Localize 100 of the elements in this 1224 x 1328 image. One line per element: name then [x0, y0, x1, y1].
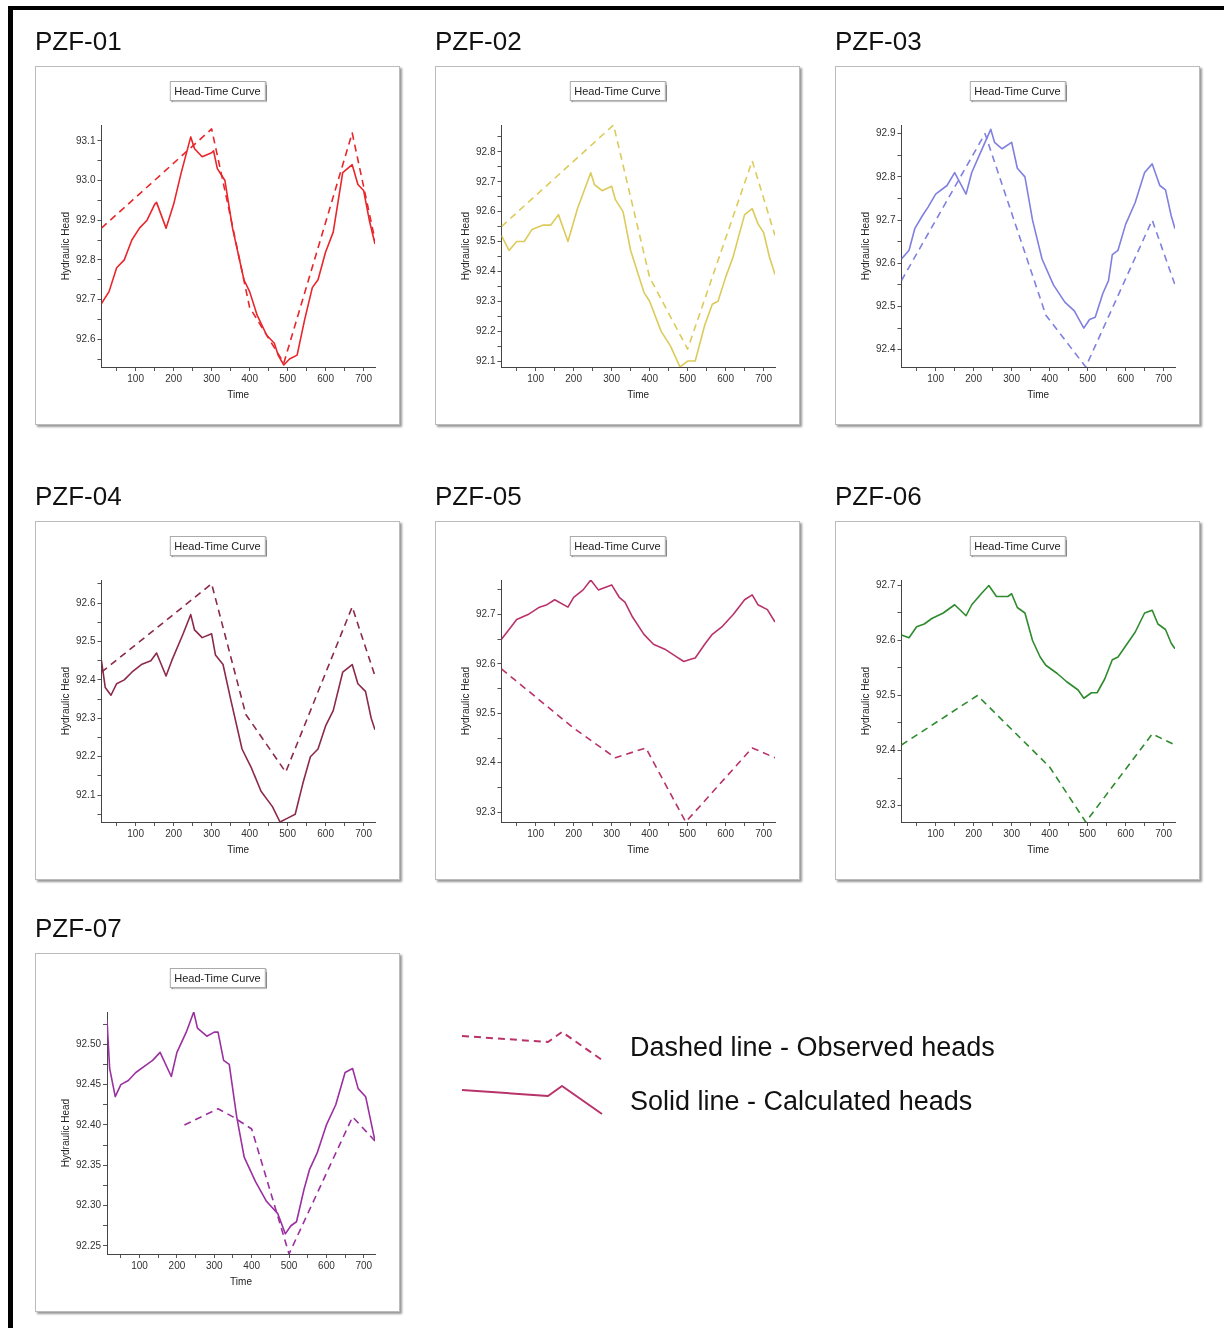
- x-tick-label: 600: [317, 827, 335, 839]
- y-tick-label: 92.4: [875, 744, 896, 756]
- chart-subtitle: Head-Time Curve: [169, 536, 266, 556]
- x-tick-label: 200: [165, 372, 183, 384]
- x-tick-label: 300: [1003, 372, 1021, 384]
- y-tick-label: 92.8: [75, 253, 96, 265]
- y-tick-label: 92.7: [75, 293, 96, 305]
- y-axis-title: Hydraulic Head: [59, 666, 71, 736]
- y-tick-label: 92.7: [875, 579, 896, 591]
- chart-title: PZF-06: [835, 481, 923, 513]
- x-tick-label: 500: [1079, 827, 1097, 839]
- y-tick-label: 92.3: [875, 799, 896, 811]
- x-axis-title: Time: [1027, 843, 1050, 855]
- x-tick-label: 500: [679, 827, 697, 839]
- x-tick-label: 400: [641, 827, 659, 839]
- y-tick-label: 92.6: [75, 332, 96, 344]
- y-axis-title: Hydraulic Head: [859, 211, 871, 281]
- x-tick-label: 300: [205, 1259, 224, 1271]
- x-tick-label: 400: [1041, 372, 1059, 384]
- x-tick-label: 300: [203, 372, 221, 384]
- chart-subtitle: Head-Time Curve: [569, 81, 666, 101]
- chart-subtitle: Head-Time Curve: [969, 81, 1066, 101]
- y-tick-label: 93.0: [75, 174, 96, 186]
- x-axis-title: Time: [227, 843, 250, 855]
- x-tick-label: 400: [241, 372, 259, 384]
- y-tick-label: 92.6: [875, 257, 896, 269]
- x-tick-label: 200: [565, 372, 583, 384]
- x-tick-label: 200: [565, 827, 583, 839]
- x-tick-label: 300: [203, 827, 221, 839]
- x-tick-label: 500: [679, 372, 697, 384]
- y-tick-label: 92.2: [475, 324, 496, 336]
- x-tick-label: 200: [965, 372, 983, 384]
- y-axis-title: Hydraulic Head: [859, 666, 871, 736]
- y-tick-label: 92.5: [875, 689, 896, 701]
- y-tick-label: 92.3: [475, 295, 496, 307]
- x-tick-label: 400: [641, 372, 659, 384]
- chart-subtitle: Head-Time Curve: [569, 536, 666, 556]
- y-tick-label: 92.6: [475, 205, 496, 217]
- x-tick-label: 200: [165, 827, 183, 839]
- y-tick-label: 92.5: [475, 707, 496, 719]
- x-tick-label: 600: [717, 372, 735, 384]
- chart-subtitle: Head-Time Curve: [969, 536, 1066, 556]
- y-tick-label: 92.3: [75, 712, 96, 724]
- y-axis-title: Hydraulic Head: [459, 666, 471, 736]
- y-tick-label: 92.5: [875, 300, 896, 312]
- y-tick-label: 92.30: [75, 1199, 102, 1211]
- y-axis-title: Hydraulic Head: [459, 211, 471, 281]
- chart-title: PZF-03: [835, 26, 923, 58]
- x-tick-label: 500: [279, 827, 297, 839]
- y-tick-label: 92.50: [75, 1038, 102, 1050]
- x-tick-label: 500: [280, 1259, 298, 1271]
- y-axis-title: Hydraulic Head: [59, 1098, 71, 1168]
- x-tick-label: 700: [1155, 372, 1173, 384]
- chart-title: PZF-04: [35, 481, 123, 513]
- x-tick-label: 700: [355, 372, 373, 384]
- y-tick-label: 92.7: [475, 175, 496, 187]
- y-tick-label: 92.35: [75, 1159, 102, 1171]
- y-tick-label: 92.1: [75, 788, 96, 800]
- x-tick-label: 600: [318, 1259, 336, 1271]
- x-tick-label: 600: [717, 827, 735, 839]
- chart-subtitle: Head-Time Curve: [169, 968, 266, 988]
- chart-title: PZF-02: [435, 26, 523, 58]
- x-tick-label: 100: [127, 827, 145, 839]
- y-tick-label: 92.6: [475, 657, 496, 669]
- x-tick-label: 100: [927, 372, 945, 384]
- x-tick-label: 400: [241, 827, 259, 839]
- chart-subtitle: Head-Time Curve: [169, 81, 266, 101]
- y-tick-label: 92.4: [475, 756, 496, 768]
- x-tick-label: 600: [317, 372, 335, 384]
- y-tick-label: 92.9: [875, 127, 896, 139]
- y-tick-label: 92.25: [75, 1239, 102, 1251]
- y-tick-label: 93.1: [75, 134, 96, 146]
- y-tick-label: 92.4: [875, 343, 896, 355]
- x-tick-label: 600: [1117, 827, 1135, 839]
- chart-title: PZF-05: [435, 481, 523, 513]
- y-tick-label: 92.8: [475, 145, 496, 157]
- y-tick-label: 92.45: [75, 1078, 102, 1090]
- x-tick-label: 600: [1117, 372, 1135, 384]
- y-tick-label: 92.5: [475, 235, 496, 247]
- y-tick-label: 92.3: [475, 805, 496, 817]
- x-tick-label: 100: [131, 1259, 149, 1271]
- y-tick-label: 92.6: [75, 596, 96, 608]
- x-axis-title: Time: [230, 1275, 253, 1287]
- x-tick-label: 700: [1155, 827, 1173, 839]
- x-tick-label: 300: [1003, 827, 1021, 839]
- chart-title: PZF-07: [35, 913, 123, 945]
- x-tick-label: 200: [168, 1259, 186, 1271]
- y-tick-label: 92.7: [475, 608, 496, 620]
- y-tick-label: 92.5: [75, 635, 96, 647]
- x-tick-label: 100: [527, 827, 545, 839]
- x-tick-label: 700: [355, 827, 373, 839]
- text: Solid line - Calculated heads: [630, 1085, 973, 1117]
- y-tick-label: 92.7: [875, 213, 896, 225]
- y-tick-label: 92.8: [875, 170, 896, 182]
- x-tick-label: 500: [1079, 372, 1097, 384]
- text: Dashed line - Observed heads: [630, 1031, 995, 1063]
- y-tick-label: 92.4: [475, 265, 496, 277]
- x-tick-label: 700: [355, 1259, 373, 1271]
- y-tick-label: 92.6: [875, 634, 896, 646]
- x-tick-label: 300: [603, 372, 621, 384]
